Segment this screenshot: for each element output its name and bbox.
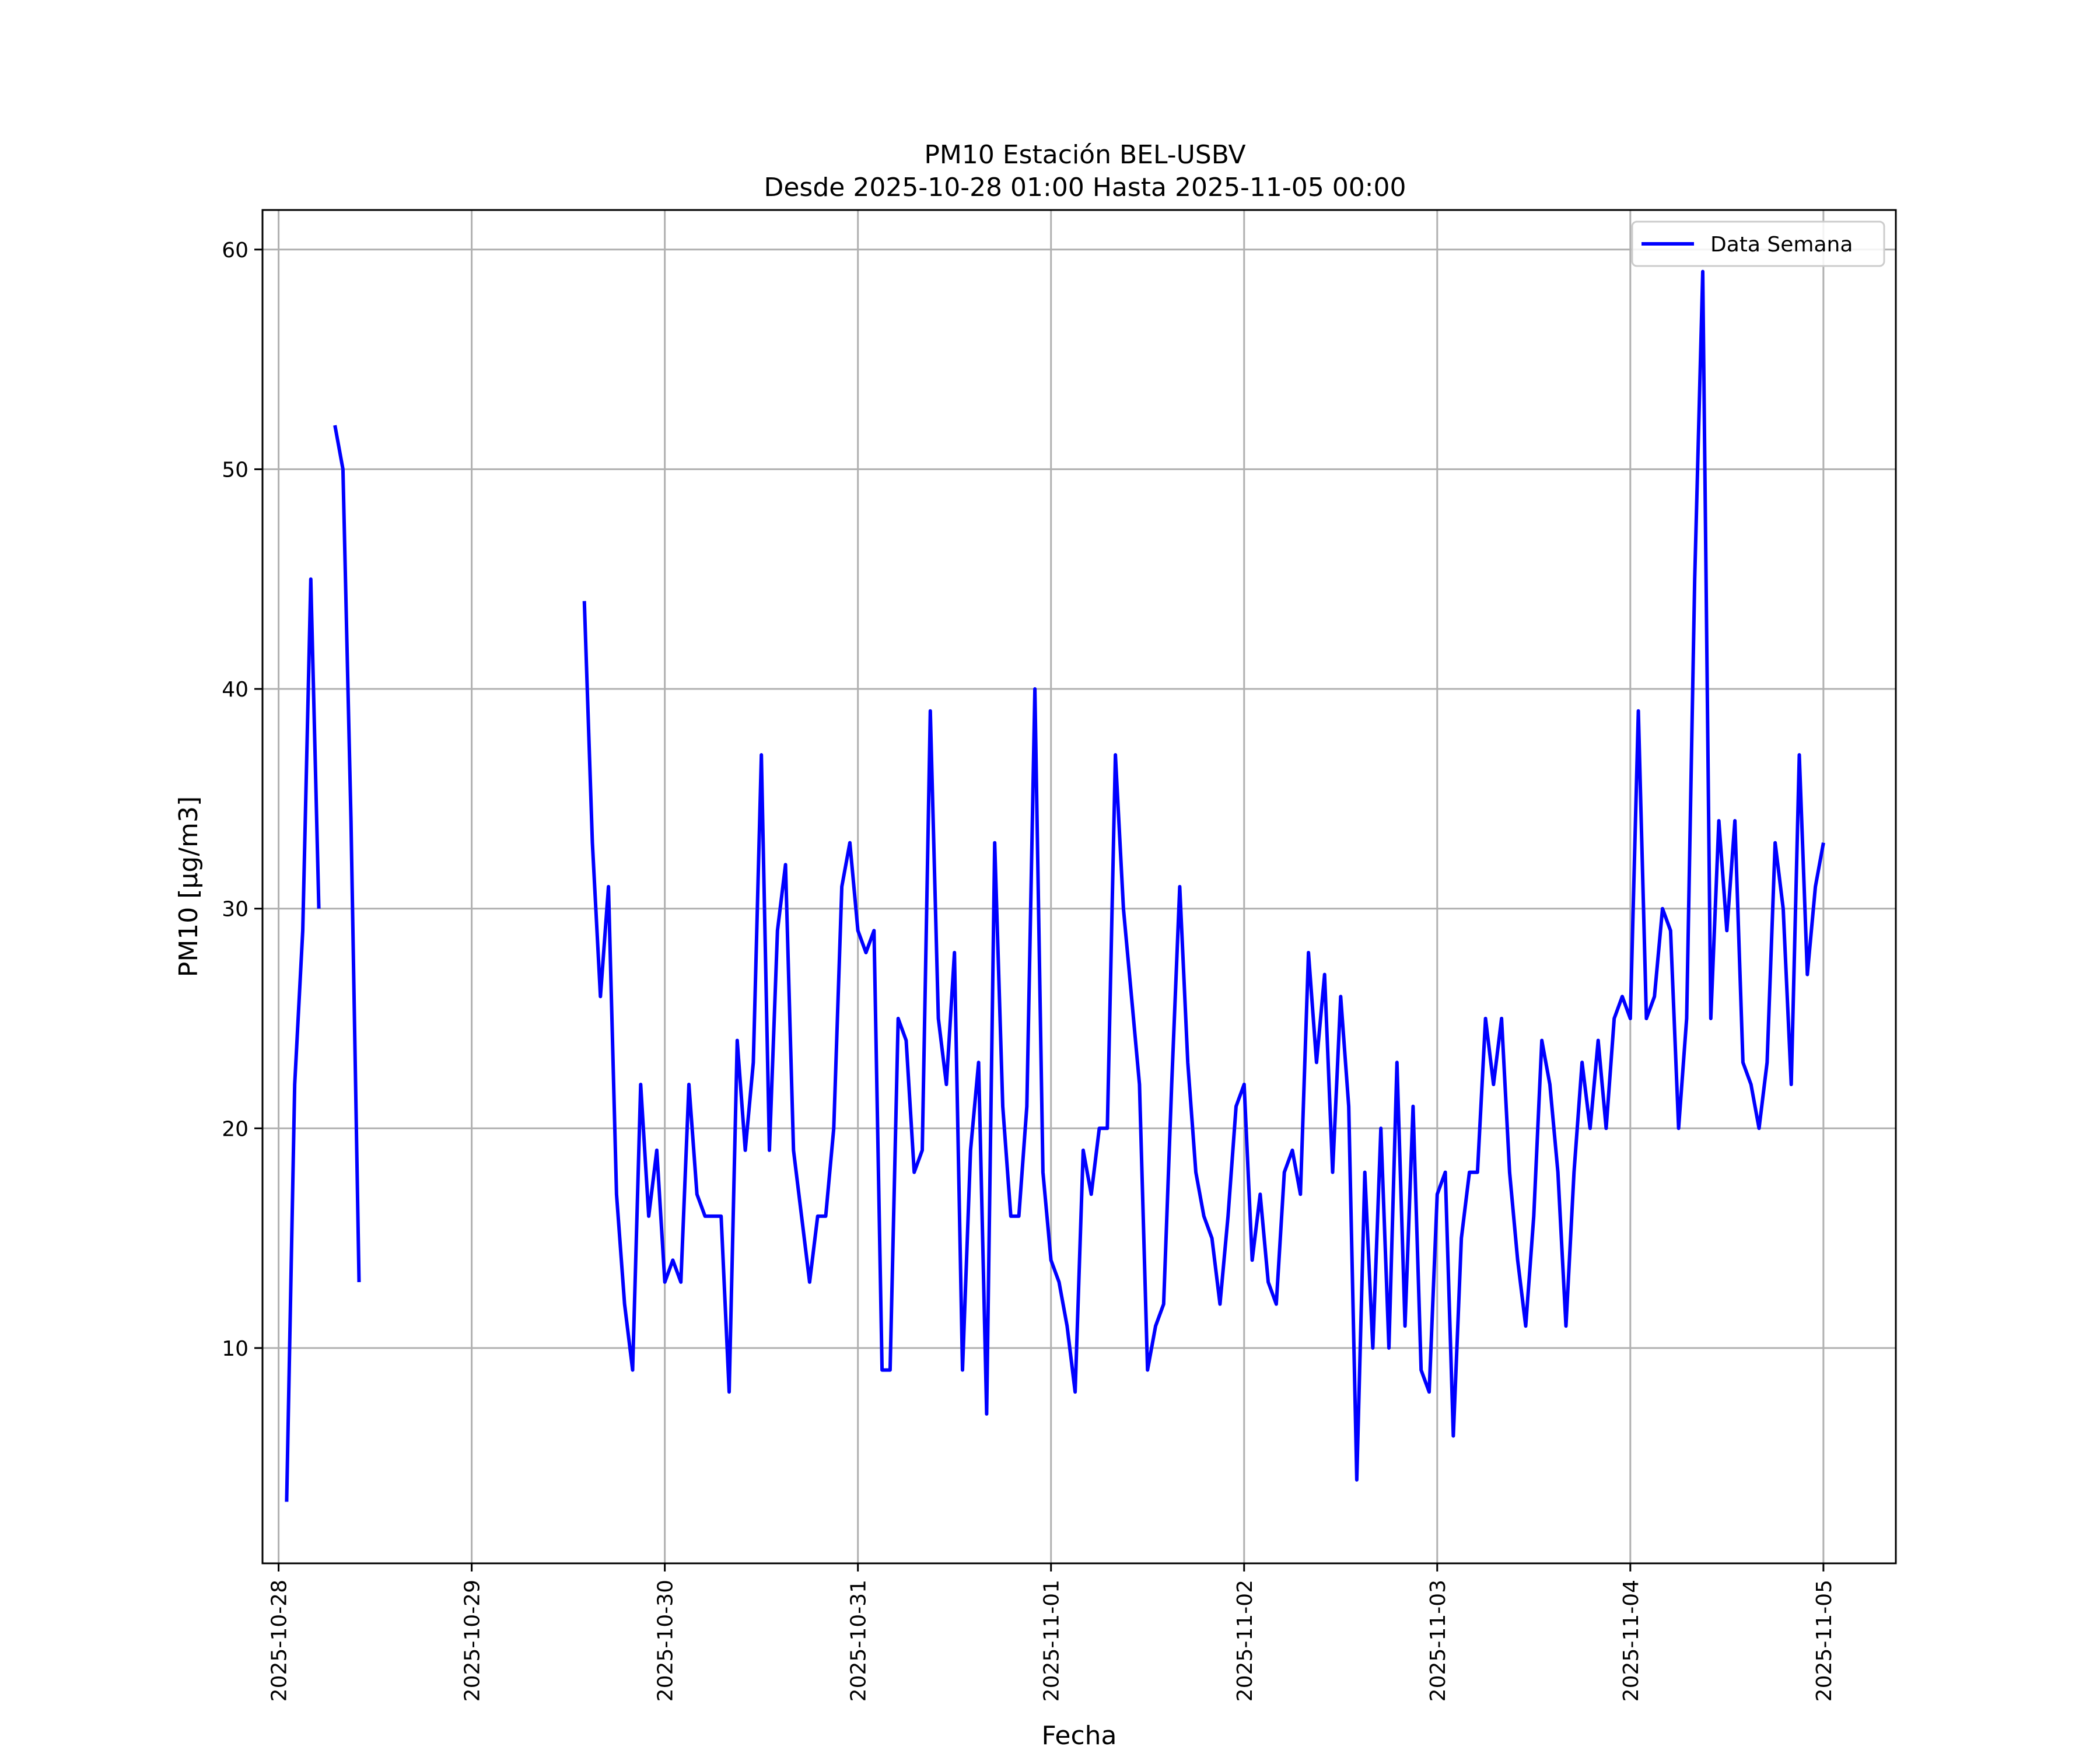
legend-label: Data Semana xyxy=(1710,233,1853,257)
grid-lines xyxy=(262,210,1896,1563)
chart-subtitle: Desde 2025-10-28 01:00 Hasta 2025-11-05 … xyxy=(764,173,1406,202)
x-tick-label: 2025-11-05 xyxy=(1812,1580,1836,1702)
axis-ticks: 2025-10-28 2025-10-29 2025-10-30 2025-10-31… xyxy=(222,239,1836,1702)
axes-frame xyxy=(261,209,1897,1564)
legend: Data Semana xyxy=(1631,220,1885,267)
x-tick-label: 2025-11-03 xyxy=(1426,1580,1450,1702)
series-segment-line xyxy=(333,425,361,1282)
y-tick-label: 30 xyxy=(222,898,249,922)
series-segment-line xyxy=(285,577,321,1502)
y-tick-label: 60 xyxy=(222,239,249,262)
y-tick-label: 50 xyxy=(222,458,249,482)
chart-title: PM10 Estación BEL-USBV xyxy=(924,140,1245,170)
x-tick-label: 2025-10-30 xyxy=(654,1580,678,1702)
x-axis-label: Fecha xyxy=(1041,1721,1116,1750)
x-tick-label: 2025-10-31 xyxy=(847,1580,871,1702)
y-tick-label: 20 xyxy=(222,1117,249,1141)
legend-box xyxy=(1631,220,1885,267)
series-lines xyxy=(285,270,1825,1502)
y-tick-label: 10 xyxy=(222,1337,249,1361)
plot-area xyxy=(262,210,1896,1563)
y-tick-label: 40 xyxy=(222,678,249,702)
y-axis-label: PM10 [μg/m3] xyxy=(174,796,204,977)
series-segment-line xyxy=(582,270,1825,1482)
x-tick-label: 2025-10-29 xyxy=(461,1580,485,1702)
x-tick-label: 2025-11-02 xyxy=(1233,1580,1257,1702)
x-tick-label: 2025-11-04 xyxy=(1619,1580,1643,1702)
x-tick-label: 2025-11-01 xyxy=(1040,1580,1064,1702)
x-tick-label: 2025-10-28 xyxy=(268,1580,292,1702)
